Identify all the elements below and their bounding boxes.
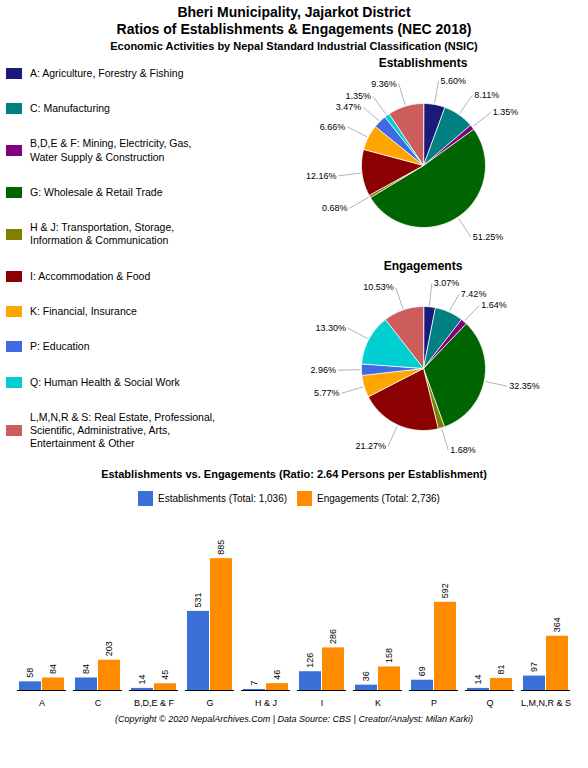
html-text:Engagements: Engagements — [383, 258, 463, 273]
svg-text:21.27%: 21.27% — [356, 441, 387, 451]
svg-text:45: 45 — [160, 669, 170, 679]
html-text:(Copyright © 2020 NepalArchive: (Copyright © 2020 NepalArchives.Com | Da… — [115, 713, 473, 724]
html-text:Economic Activities by Nepal S: Economic Activities by Nepal Standard In… — [110, 39, 478, 52]
svg-text:885: 885 — [216, 539, 226, 554]
html-text:Establishments vs. Engagements: Establishments vs. Engagements (Ratio: 2… — [101, 467, 487, 480]
svg-text:1.35%: 1.35% — [493, 107, 519, 117]
svg-text:8.11%: 8.11% — [474, 90, 499, 100]
svg-text:I: I — [321, 697, 324, 707]
svg-text:6.66%: 6.66% — [320, 121, 346, 131]
svg-text:1.64%: 1.64% — [481, 300, 507, 310]
svg-text:14: 14 — [473, 674, 483, 684]
svg-text:81: 81 — [496, 664, 506, 674]
svg-text:1.68%: 1.68% — [450, 445, 476, 455]
svg-text:126: 126 — [305, 652, 315, 667]
html-text:A: Agriculture, Forestry & Fis: A: Agriculture, Forestry & Fishing — [30, 66, 184, 79]
html-text:G: Wholesale & Retail Trade: G: Wholesale & Retail Trade — [30, 185, 163, 198]
svg-text:46: 46 — [272, 669, 282, 679]
html-text:C: Manufacturing: C: Manufacturing — [30, 102, 110, 114]
svg-text:K: K — [375, 697, 381, 707]
svg-text:0.68%: 0.68% — [322, 203, 348, 213]
svg-text:58: 58 — [25, 667, 35, 677]
svg-text:36: 36 — [361, 671, 371, 681]
svg-text:158: 158 — [384, 648, 394, 663]
svg-text:14: 14 — [137, 674, 147, 684]
svg-text:Q: Q — [486, 697, 493, 707]
svg-text:1.35%: 1.35% — [346, 91, 372, 101]
svg-text:C: C — [95, 697, 102, 707]
svg-text:H & J: H & J — [255, 697, 277, 707]
html-text:Bheri Municipality, Jajarkot D: Bheri Municipality, Jajarkot District Ra… — [116, 4, 472, 37]
svg-text:12.16%: 12.16% — [306, 170, 337, 180]
html-text:K: Financial, Insurance: K: Financial, Insurance — [30, 305, 137, 317]
svg-text:B,D,E & F: B,D,E & F — [134, 697, 175, 707]
svg-text:L,M,N,R & S: L,M,N,R & S — [521, 697, 571, 707]
svg-text:P: P — [431, 697, 437, 707]
html-text:B,D,E & F: Mining, Electricity: B,D,E & F: Mining, Electricity, Gas, Wat… — [30, 137, 192, 163]
html-text:Establishments: Establishments — [378, 55, 468, 70]
svg-text:69: 69 — [417, 666, 427, 676]
svg-text:203: 203 — [104, 641, 114, 656]
svg-text:2.96%: 2.96% — [310, 365, 336, 375]
svg-text:97: 97 — [529, 662, 539, 672]
html-text:Engagements (Total: 2,736): Engagements (Total: 2,736) — [317, 492, 440, 504]
svg-text:3.07%: 3.07% — [434, 278, 460, 288]
svg-text:84: 84 — [48, 664, 58, 674]
html-text:L,M,N,R & S: Real Estate, Prof: L,M,N,R & S: Real Estate, Professional, … — [30, 411, 215, 450]
svg-text:286: 286 — [328, 628, 338, 643]
svg-text:531: 531 — [193, 592, 203, 607]
svg-text:A: A — [39, 697, 45, 707]
svg-text:364: 364 — [552, 617, 562, 632]
svg-text:G: G — [206, 697, 213, 707]
html-text:Establishments (Total: 1,036): Establishments (Total: 1,036) — [158, 492, 287, 504]
svg-text:3.47%: 3.47% — [336, 102, 362, 112]
svg-text:32.35%: 32.35% — [509, 381, 540, 391]
svg-text:7: 7 — [249, 680, 259, 685]
svg-text:13.30%: 13.30% — [316, 323, 347, 333]
html-text:H & J: Transportation, Storage: H & J: Transportation, Storage, Informat… — [30, 221, 175, 247]
html-text:Q: Human Health & Social Work: Q: Human Health & Social Work — [30, 375, 180, 388]
svg-text:9.36%: 9.36% — [371, 78, 397, 88]
html-text:P: Education: P: Education — [30, 340, 90, 353]
svg-text:7.42%: 7.42% — [461, 289, 487, 299]
svg-text:592: 592 — [440, 583, 450, 598]
svg-text:10.53%: 10.53% — [363, 282, 394, 292]
html-text:I: Accommodation & Food: I: Accommodation & Food — [30, 269, 151, 282]
svg-text:51.25%: 51.25% — [473, 231, 504, 241]
svg-text:5.77%: 5.77% — [314, 388, 340, 398]
svg-text:84: 84 — [81, 664, 91, 674]
svg-text:5.60%: 5.60% — [440, 76, 466, 86]
